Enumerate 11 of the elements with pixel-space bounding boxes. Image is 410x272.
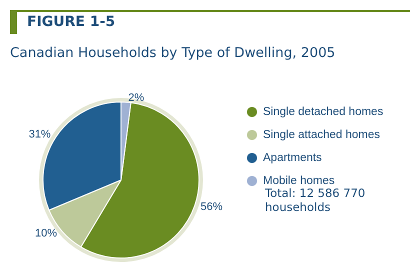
data-label: 56% (200, 200, 223, 213)
legend-label: Single detached homes (263, 106, 384, 118)
legend-label: Mobile homes (263, 175, 335, 187)
data-label: 31% (28, 128, 51, 141)
legend-label: Single attached homes (263, 129, 380, 141)
chart-subtitle: Canadian Households by Type of Dwelling, 2005 (10, 45, 336, 61)
data-label: 10% (34, 228, 58, 240)
legend-label: Apartments (263, 152, 322, 164)
data-label: 2% (128, 92, 144, 104)
text: Total: 12 586 770 households (265, 186, 366, 214)
chart-title: FIGURE 1-5 (27, 14, 116, 30)
